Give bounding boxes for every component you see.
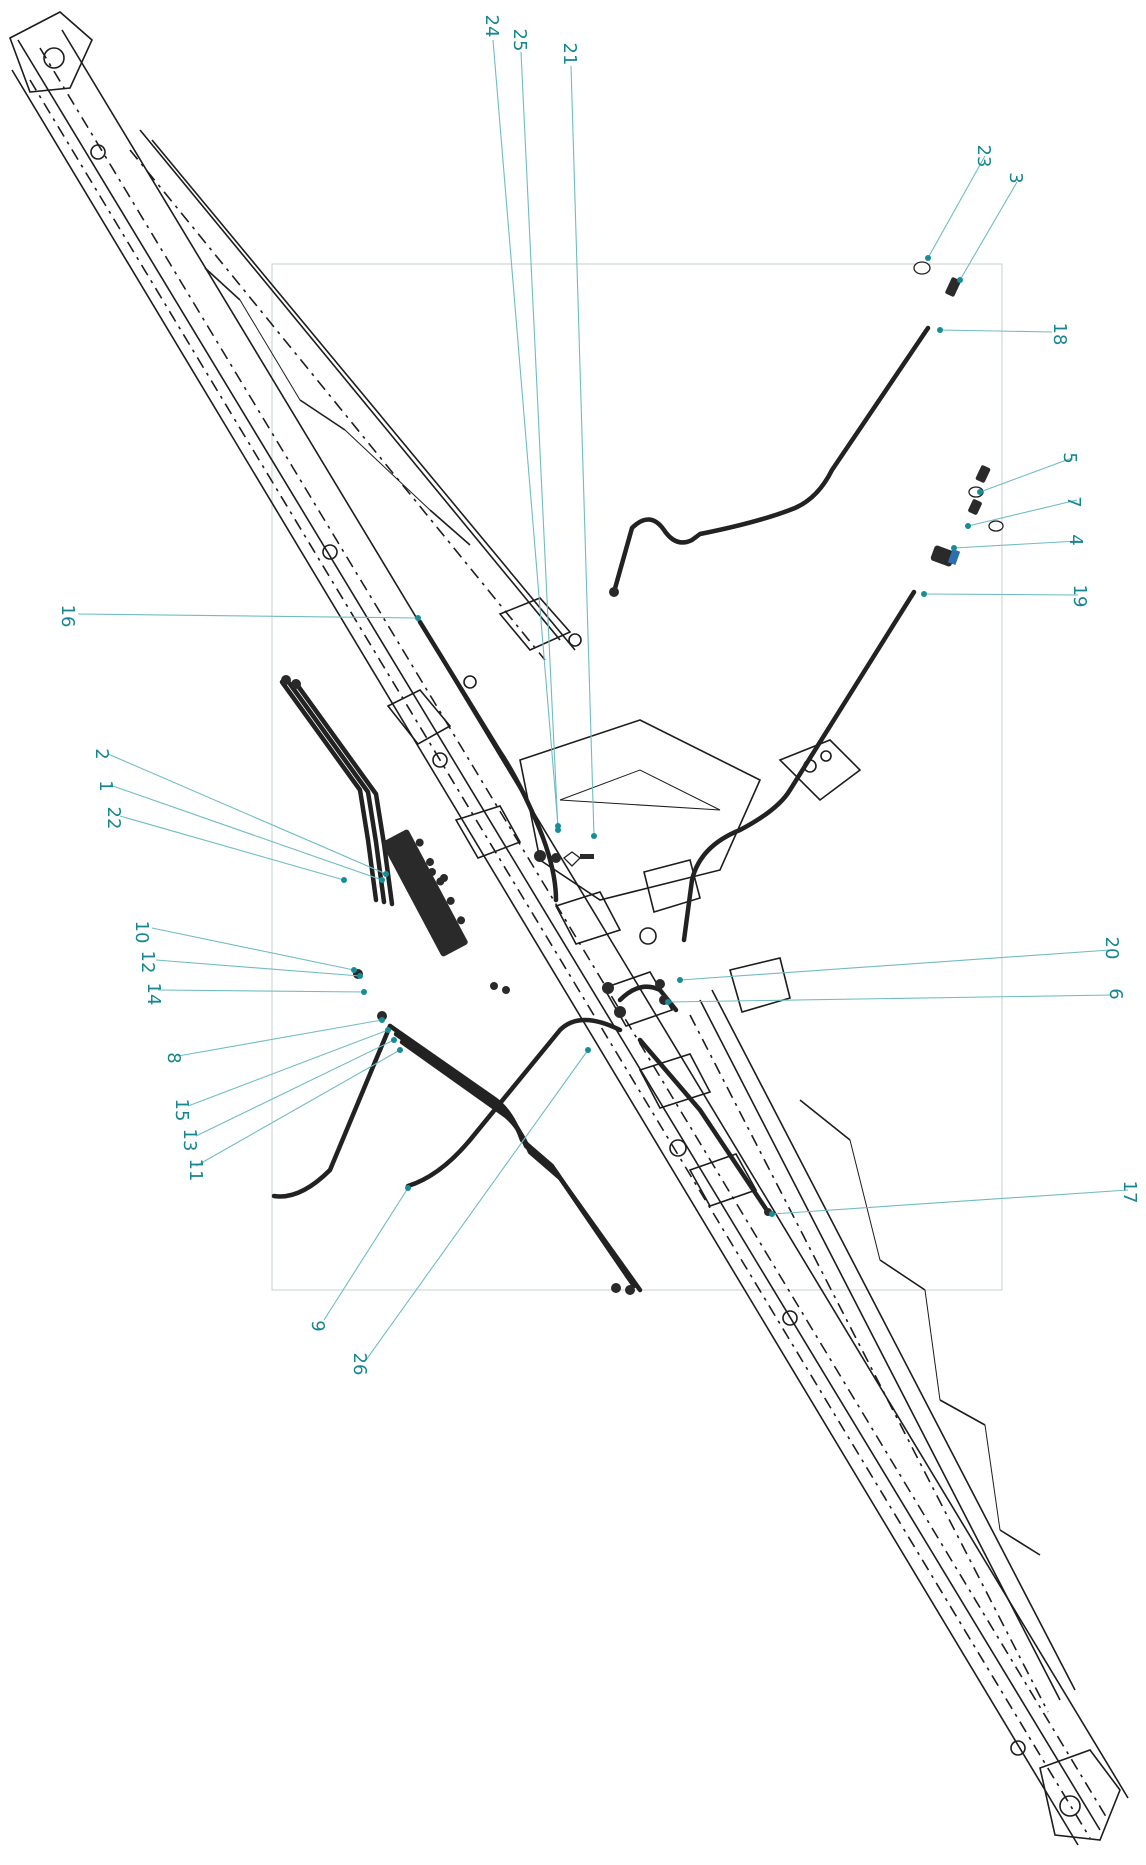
hose-bundle-upper-a [279, 679, 379, 903]
hose-bundle-lower-c [399, 1039, 643, 1293]
coupler-accent [947, 549, 961, 565]
callout-20: 20 [1101, 937, 1122, 960]
callout-11: 11 [185, 1159, 206, 1182]
callout-21: 21 [559, 43, 580, 66]
hose-bundle-lower-a [387, 1023, 633, 1283]
callout-14: 14 [143, 983, 164, 1006]
callout-12: 12 [137, 951, 158, 974]
callout-3: 3 [1005, 172, 1026, 183]
hydraulic-hoses [271, 325, 931, 1293]
hose-20 [617, 984, 679, 1013]
assembly-outline-box [271, 263, 1003, 1291]
callout-10: 10 [131, 921, 152, 944]
hose-17 [637, 1037, 771, 1215]
hose-9 [405, 1017, 623, 1189]
callout-9: 9 [307, 1320, 328, 1331]
callout-18: 18 [1049, 323, 1070, 346]
callout-16: 16 [57, 605, 78, 628]
callout-19: 19 [1069, 585, 1090, 608]
hose-16 [417, 619, 559, 903]
boom-frame [9, 11, 1129, 1846]
callout-leaders [77, 39, 1129, 1361]
callout-1: 1 [95, 780, 116, 791]
hose-bundle-lower-b [393, 1031, 637, 1289]
fittings [281, 261, 1004, 1295]
callout-23: 23 [973, 145, 994, 168]
callout-26: 26 [349, 1353, 370, 1376]
callout-15: 15 [171, 1099, 192, 1122]
callout-22: 22 [103, 807, 124, 830]
hose-19 [681, 589, 917, 943]
callout-4: 4 [1065, 534, 1086, 545]
callout-8: 8 [163, 1052, 184, 1063]
callout-dots [341, 255, 983, 1217]
hose-left-loop [271, 1023, 393, 1199]
callout-2: 2 [91, 748, 112, 759]
callout-17: 17 [1119, 1181, 1140, 1204]
callout-7: 7 [1063, 496, 1084, 507]
callout-labels: 24 25 21 23 3 18 5 7 4 19 16 2 1 22 10 1… [57, 15, 1140, 1376]
callout-25: 25 [509, 29, 530, 52]
callout-24: 24 [481, 15, 502, 38]
valve-manifold [382, 829, 468, 957]
callout-13: 13 [179, 1129, 200, 1152]
hose-18 [611, 325, 931, 595]
callout-5: 5 [1059, 452, 1080, 463]
callout-6: 6 [1105, 988, 1126, 999]
